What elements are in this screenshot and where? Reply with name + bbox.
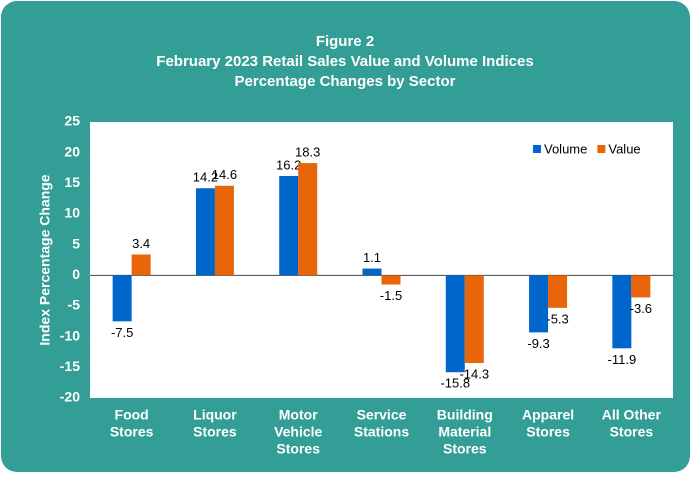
y-tick-label: 20 [64,143,80,159]
bar [131,254,151,276]
data-label: 3.4 [132,236,150,251]
x-tick-label: Stores [193,424,237,440]
y-tick-label: 0 [72,266,80,282]
x-tick-label: Motor [279,407,318,423]
data-label: -9.3 [527,336,549,351]
x-tick-label: Vehicle [274,424,322,440]
x-tick-label: Stores [610,424,654,440]
chart-title: Figure 2 [316,33,374,50]
bar [214,185,234,276]
legend-label: Volume [544,141,587,156]
bar [445,275,465,373]
data-label: 14.2 [193,170,218,185]
legend-swatch [597,145,606,153]
bar [112,275,132,322]
bar [279,175,299,276]
data-label: -5.3 [546,311,568,326]
x-tick-label: Liquor [193,407,237,423]
x-tick-label: Stores [110,424,154,440]
data-label: -15.8 [440,376,470,391]
y-tick-label: 5 [72,235,80,251]
y-tick-label: -15 [60,358,80,374]
bar [631,275,651,298]
x-tick-label: Stores [443,441,487,457]
bar [195,188,215,276]
y-axis-label: Index Percentage Change [37,174,53,345]
x-tick-label: Food [115,407,149,423]
x-tick-label: Building [437,407,493,423]
plot-area [90,122,673,398]
x-tick-label: Stations [354,424,409,440]
data-label: -3.6 [630,301,652,316]
x-tick-label: Material [438,424,491,440]
y-tick-label: 15 [64,174,80,190]
bar [464,275,484,364]
x-tick-label: Apparel [522,407,574,423]
bar [298,163,318,276]
x-tick-label: Stores [526,424,570,440]
data-label: 18.3 [295,145,320,160]
bar [548,275,568,308]
bar [362,268,382,276]
y-tick-label: -20 [60,389,80,405]
y-tick-label: 25 [64,113,80,129]
chart-title: February 2023 Retail Sales Value and Vol… [156,53,533,70]
bar [612,275,632,349]
data-label: -14.3 [459,366,489,381]
data-label: 14.6 [212,167,237,182]
legend-label: Value [608,141,640,156]
bar [529,275,549,333]
x-tick-label: Service [357,407,407,423]
y-tick-label: 10 [64,205,80,221]
x-tick-label: All Other [602,407,662,423]
x-tick-label: Stores [276,441,320,457]
data-label: -1.5 [380,288,402,303]
chart-title: Percentage Changes by Sector [235,73,456,90]
data-label: -11.9 [608,352,637,367]
y-tick-label: -5 [68,297,81,313]
y-tick-label: -10 [60,327,80,343]
data-label: 1.1 [363,250,381,265]
data-label: -7.5 [111,325,133,340]
bar [381,275,401,285]
data-label: 16.2 [276,157,301,172]
legend-swatch [533,145,541,153]
